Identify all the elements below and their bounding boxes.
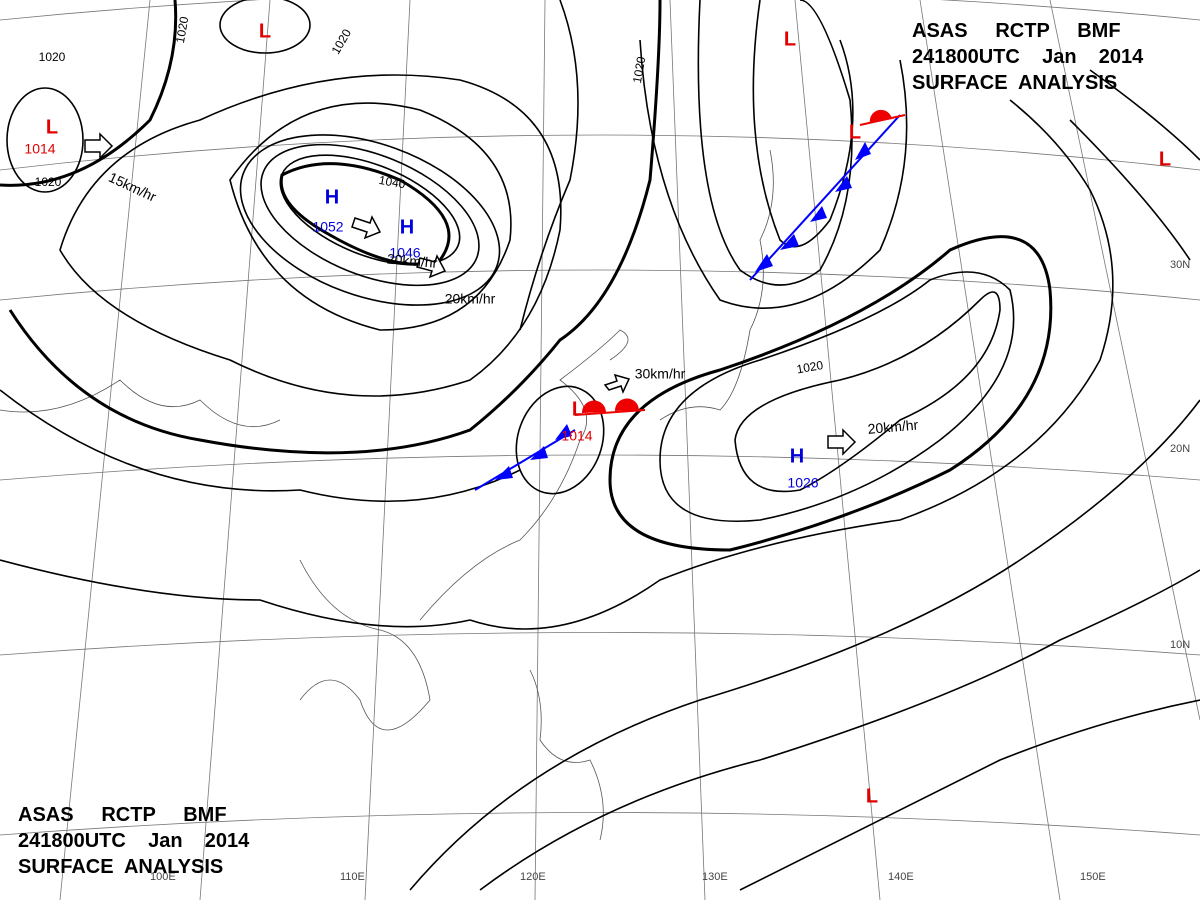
- center-pressure: 1052: [312, 219, 343, 235]
- pressure-center-symbol: L: [46, 116, 58, 138]
- isobar-label: 1020: [630, 55, 648, 84]
- isobar-label: 1020: [795, 358, 824, 376]
- isobar-label: 1020: [39, 50, 66, 64]
- latitude-label: 10N: [1170, 639, 1190, 651]
- header-bottom: ASAS RCTP BMF 241800UTC Jan 2014 SURFACE A…: [18, 802, 249, 880]
- longitude-label: 120E: [520, 871, 546, 883]
- motion-label: 20km/hr: [386, 251, 438, 271]
- cold-fronts: [474, 114, 901, 491]
- header-line: SURFACE ANALYSIS: [912, 72, 1118, 94]
- pressure-center-symbol: H: [325, 186, 339, 208]
- longitude-label: 100E: [150, 871, 176, 883]
- isobar-label: 1020: [329, 26, 355, 56]
- motion-label: 20km/hr: [445, 291, 496, 307]
- header-line: 241800UTC Jan 2014: [18, 830, 250, 852]
- pressure-center-symbol: L: [1159, 148, 1171, 170]
- header-top: ASAS RCTP BMF 241800UTC Jan 2014 SURFACE A…: [912, 18, 1143, 96]
- center-pressure: 1026: [787, 475, 818, 491]
- motion-label: 20km/hr: [867, 417, 919, 437]
- center-pressure: 1014: [561, 428, 592, 444]
- longitude-label: 150E: [1080, 871, 1106, 883]
- pressure-center-symbol: L: [849, 121, 861, 143]
- isobar-label: 1020: [35, 175, 62, 189]
- header-line: SURFACE ANALYSIS: [18, 856, 224, 878]
- motion-arrows: [84, 132, 857, 456]
- pressure-center-symbol: H: [400, 216, 414, 238]
- warm-fronts: [574, 109, 906, 416]
- pressure-center-symbol: L: [259, 20, 271, 42]
- isobar-label: 1020: [173, 15, 191, 44]
- motion-label: 30km/hr: [635, 366, 686, 382]
- longitude-label: 130E: [702, 871, 728, 883]
- header-line: ASAS RCTP BMF: [18, 804, 227, 826]
- latitude-label: 20N: [1170, 443, 1190, 455]
- center-pressure: 1014: [24, 141, 55, 157]
- latitude-label: 30N: [1170, 259, 1190, 271]
- header-line: ASAS RCTP BMF: [912, 20, 1121, 42]
- longitude-label: 140E: [888, 871, 914, 883]
- pressure-center-symbol: H: [790, 445, 804, 467]
- header-line: 241800UTC Jan 2014: [912, 46, 1144, 68]
- pressure-center-symbol: L: [572, 398, 584, 420]
- pressure-center-symbol: L: [866, 785, 878, 807]
- isobar-label: 1040: [378, 173, 407, 191]
- pressure-center-symbol: L: [784, 28, 796, 50]
- center-pressure: 1046: [389, 245, 420, 261]
- coastlines: [0, 149, 774, 841]
- longitude-label: 110E: [340, 871, 365, 883]
